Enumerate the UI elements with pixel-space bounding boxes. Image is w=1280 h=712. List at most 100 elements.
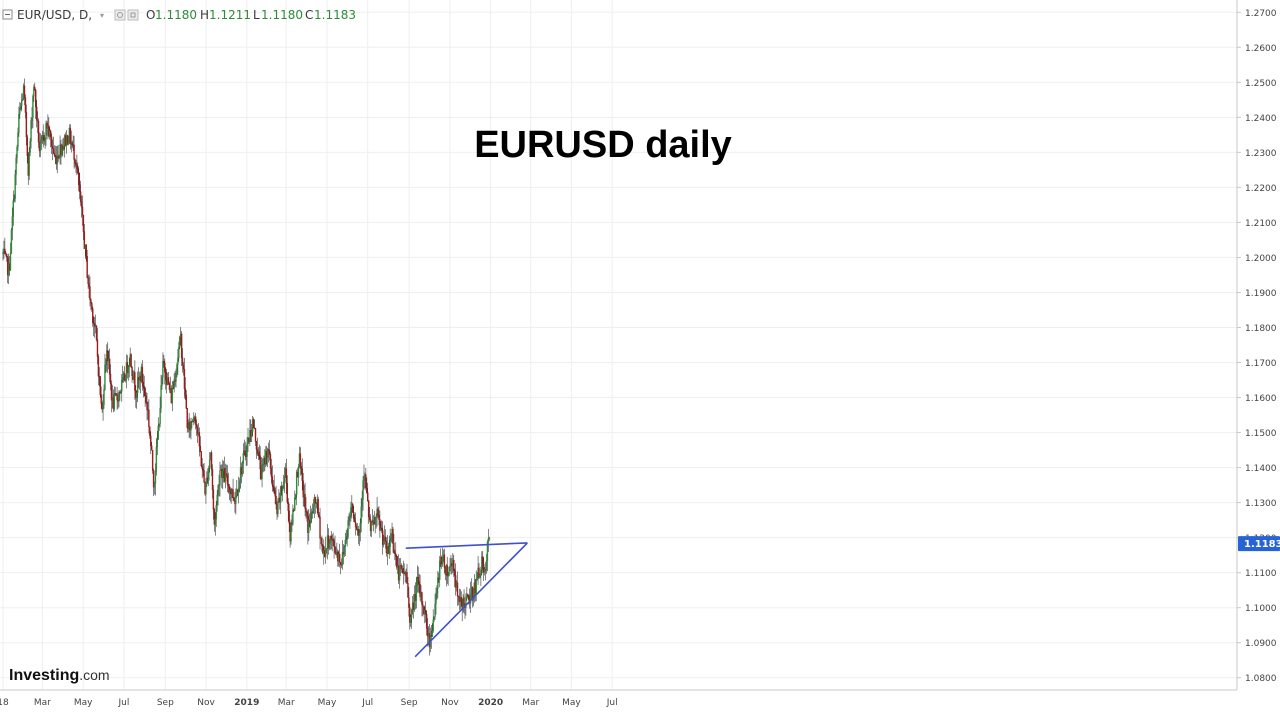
candle-body [339,561,342,565]
candle-body [443,554,446,568]
visibility-icon[interactable] [127,9,139,21]
candle-body [483,569,486,573]
candle-body [67,141,70,145]
candle-body [13,198,15,201]
candle-body [292,509,294,525]
last-price-label: 1.1183 [1244,539,1280,550]
candle-body [382,541,385,545]
candle-body [468,595,470,600]
symbol-name[interactable]: EUR/USD, D, [17,8,92,22]
candle-body [168,383,171,390]
y-tick-label: 1.1600 [1245,394,1277,404]
candle-body [155,446,158,472]
candle-body [475,578,477,594]
candle-body [161,377,163,386]
candle-body [275,496,277,505]
candle-body [145,395,147,403]
candle-body [208,460,211,469]
candle-body [365,474,367,489]
candle-body [467,594,469,596]
candle-body [35,106,38,121]
ohlc-close-label: C [305,8,313,22]
candle-body [149,426,151,437]
candle-body [409,607,411,623]
candle-body [193,417,195,421]
candle-body [202,468,204,471]
candle-body [370,520,373,532]
ohlc-open-value: 1.1180 [155,8,197,22]
candle-body [476,578,478,580]
chevron-down-icon[interactable]: ▾ [100,11,104,20]
candle-body [345,539,347,541]
candle-body [110,383,113,401]
candle-body [18,113,20,133]
candle-body [87,277,89,284]
candle-body [309,512,312,524]
candle-body [293,509,295,511]
candle-body [274,490,276,497]
candle-body [25,112,28,138]
candle-body [317,499,319,515]
time-axis[interactable]: 18 Mar May Jul Sep Nov 2019 Mar May Jul Sep Nov 2020… [0,698,618,708]
candle-body [26,136,29,156]
candle-body [165,372,167,381]
candle-body [235,495,237,505]
candle-body [96,339,99,357]
candle-body [159,408,161,425]
candle-body [314,497,317,503]
candle-body [333,540,335,547]
candle-body [297,466,300,478]
candle-body [304,493,306,509]
candle-body [343,546,346,555]
candle-body [128,364,130,368]
candle-body [242,452,245,464]
candle-body [262,463,264,466]
candle-body [108,358,111,375]
candle-body [395,553,397,557]
collapse-icon[interactable] [2,9,13,20]
y-tick-label: 1.1700 [1245,359,1277,369]
candle-body [432,619,434,632]
y-tick-label: 1.2100 [1245,219,1277,229]
candle-body [171,387,173,404]
trendline-support[interactable] [414,542,528,658]
candle-body [394,552,396,555]
candle-body [265,450,267,465]
y-tick-label: 1.2200 [1245,184,1277,194]
candle-body [24,97,27,113]
y-tick-label: 1.1400 [1245,464,1277,474]
y-tick-label: 1.2000 [1245,254,1277,264]
candle-body [93,323,96,327]
candle-body [332,538,334,542]
trendline-resistance[interactable] [405,542,528,549]
candle-body [73,144,75,160]
price-axis[interactable]: 1.08001.09001.10001.11001.12001.13001.14… [1237,9,1277,684]
settings-icon[interactable] [114,9,126,21]
candle-body [407,583,409,598]
candle-body [299,453,302,467]
candle-body [217,485,219,496]
candle-body [338,554,341,563]
candle-body [11,216,14,230]
trendlines [405,542,528,658]
candle-body [359,523,361,533]
svg-text:Investing.com: Investing.com [9,667,110,684]
candle-body [413,594,416,610]
y-tick-label: 1.0900 [1245,639,1277,649]
candle-body [210,452,213,470]
candle-body [233,497,235,501]
candle-body [439,560,441,580]
candle-body [92,308,94,324]
candle-body [281,488,284,491]
candle-body [53,152,56,156]
candle-body [89,286,91,300]
candle-body [436,588,438,594]
candle-body [321,537,323,547]
candle-body [40,139,43,144]
candle-body [270,467,273,477]
candle-body [421,592,423,606]
candle-body [454,575,457,588]
candle-body [485,560,488,571]
